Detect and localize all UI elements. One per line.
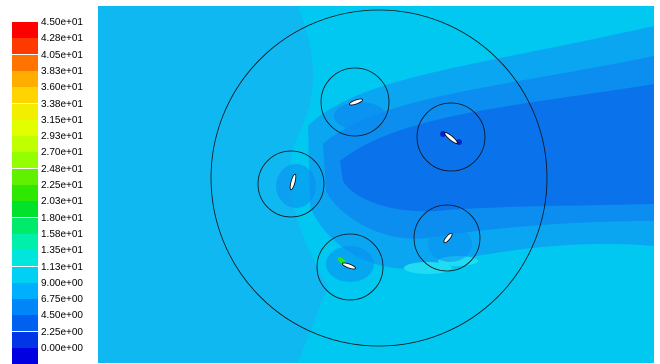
wake-blob-left [276,164,316,208]
legend-swatch [12,201,38,218]
legend-tick-label: 4.28e+01 [41,33,83,45]
legend-swatch [12,152,38,169]
legend-tick-label: 2.25e+01 [41,180,83,191]
rotor-top-blade [348,98,364,106]
rotor-bottom-left-blade [337,257,357,270]
legend-tick-label: 1.80e+01 [41,212,83,224]
rotor-left-blade [289,173,297,191]
rotor-left-circle [257,150,325,218]
legend-swatch [12,331,38,348]
legend-swatch [12,315,38,332]
outer-domain-circle [210,9,548,347]
rotor-top-circle [320,67,390,137]
legend-swatch [12,282,38,299]
legend-tick-label: 4.05e+01 [41,49,83,61]
legend-tick-label: 3.83e+01 [41,65,83,77]
legend-swatch [12,168,38,185]
legend-swatch [12,54,38,71]
color-legend: 4.50e+01 4.28e+01 4.05e+01 3.83e+01 3.60e+01… [0,0,100,364]
legend-tick-label: 1.13e+01 [41,261,83,273]
rotor-right-blade [440,131,462,145]
legend-tick-label: 2.48e+01 [41,163,83,175]
wake-blob-top [334,102,386,130]
legend-tick-label: 2.03e+01 [41,196,83,208]
legend-tick-label: 6.75e+00 [41,294,83,306]
rotor-bottom-right-circle [413,204,481,272]
legend-tick-label: 1.35e+01 [41,245,83,257]
legend-tick-label: 4.50e+01 [41,17,83,28]
wake-core [340,84,654,212]
rotor-right-circle [416,102,486,172]
legend-swatch [12,103,38,120]
legend-swatch [12,250,38,267]
wake-blob-br [428,226,472,262]
legend-swatch [12,22,38,38]
legend-swatch [12,185,38,201]
light-patch-1 [404,262,452,274]
legend-swatch [12,119,38,136]
legend-tick-label: 2.70e+01 [41,147,83,159]
legend-tick-label: 1.58e+01 [41,228,83,240]
legend-tick-label: 3.15e+01 [41,114,83,126]
legend-swatch [12,233,38,250]
legend-tick-label: 2.25e+00 [41,326,83,338]
legend-swatch [12,38,38,55]
legend-tick-label: 9.00e+00 [41,277,83,289]
legend-swatch [12,299,38,316]
velocity-contour-field [98,6,654,363]
rotor-bottom-right-blade [443,232,453,244]
legend-swatch [12,348,38,364]
legend-tick-label: 4.50e+00 [41,310,83,322]
legend-tick-label: 3.38e+01 [41,98,83,110]
legend-swatch [12,136,38,153]
legend-swatch [12,87,38,104]
legend-swatch [12,266,38,283]
rotor-bottom-left-circle [316,233,384,301]
upstream-region [98,6,328,363]
legend-tick-label: 3.60e+01 [41,82,83,94]
legend-tick-label: 0.00e+00 [41,343,83,354]
legend-swatch [12,217,38,234]
legend-tick-label: 2.93e+01 [41,131,83,143]
legend-swatch [12,70,38,87]
